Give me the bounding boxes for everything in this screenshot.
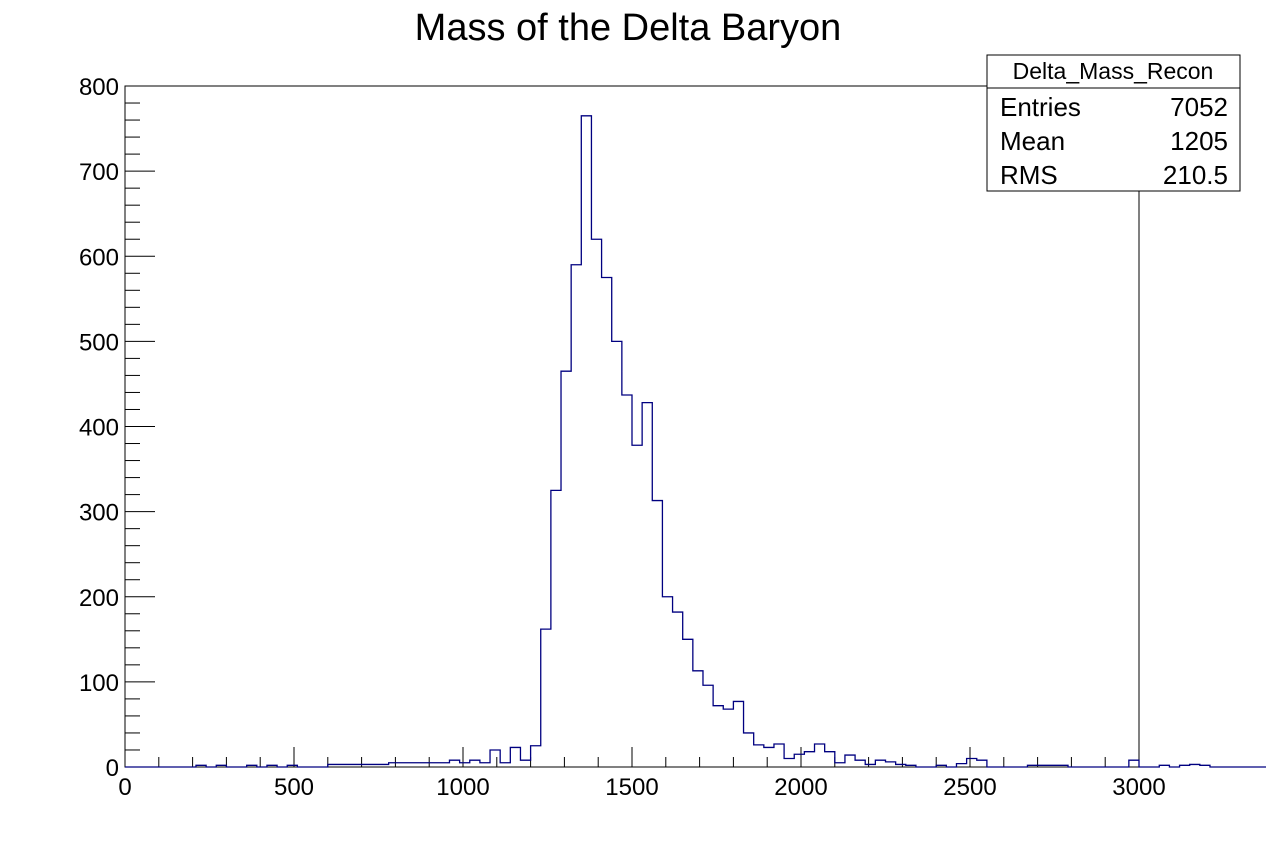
y-tick-label: 100: [79, 670, 119, 697]
x-tick-label: 1000: [436, 774, 489, 801]
x-tick-label: 500: [274, 774, 314, 801]
histogram-line: [125, 115, 1266, 768]
x-tick-label: 3000: [1112, 774, 1165, 801]
y-axis: 0 100 200 300 400 500 600 700 800: [79, 74, 155, 782]
x-tick-label: 1500: [605, 774, 658, 801]
stats-box: Delta_Mass_Recon Entries 7052 Mean 1205 …: [986, 54, 1241, 192]
stats-entries-value: 7052: [1170, 92, 1228, 122]
stats-rms-label: RMS: [1000, 160, 1058, 190]
y-tick-label: 300: [79, 500, 119, 527]
y-tick-label: 0: [106, 755, 119, 782]
y-tick-label: 400: [79, 415, 119, 442]
x-tick-label: 2000: [774, 774, 827, 801]
y-tick-label: 800: [79, 74, 119, 101]
x-tick-label: 2500: [943, 774, 996, 801]
stats-entries-label: Entries: [1000, 92, 1081, 122]
y-tick-label: 700: [79, 159, 119, 186]
stats-mean-label: Mean: [1000, 126, 1065, 156]
stats-rms-value: 210.5: [1163, 160, 1228, 190]
stats-box-title: Delta_Mass_Recon: [1013, 58, 1214, 84]
y-tick-label: 200: [79, 585, 119, 612]
x-axis: 0 500 1000 1500 2000 2500 3000: [118, 747, 1166, 801]
y-tick-label: 600: [79, 244, 119, 271]
stats-mean-value: 1205: [1170, 126, 1228, 156]
x-tick-label: 0: [118, 774, 131, 801]
chart-title: Mass of the Delta Baryon: [415, 7, 842, 49]
y-tick-label: 500: [79, 329, 119, 356]
